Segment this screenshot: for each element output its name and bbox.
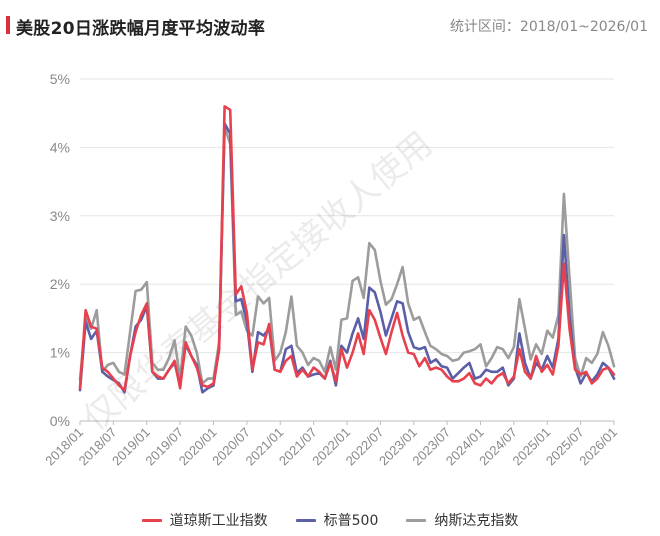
chart-legend: 道琼斯工业指数 标普500 纳斯达克指数 xyxy=(0,510,660,530)
y-tick-label: 1% xyxy=(50,345,70,361)
y-tick-label: 0% xyxy=(50,413,70,429)
y-tick-label: 4% xyxy=(50,139,70,155)
watermark-text: 仅限华泰基金指定接收人使用 xyxy=(76,124,440,439)
y-tick-label: 3% xyxy=(50,208,70,224)
legend-label-nasdaq: 纳斯达克指数 xyxy=(434,513,519,529)
y-tick-label: 5% xyxy=(50,71,70,87)
legend-swatch-sp500 xyxy=(295,518,316,522)
title-bar: 美股20日涨跌幅月度平均波动率 统计区间：2018/01~2026/01 xyxy=(0,10,660,40)
legend-item-nasdaq: 纳斯达克指数 xyxy=(406,510,518,530)
y-tick-label: 2% xyxy=(50,276,70,292)
x-tick-label: 2026/01 xyxy=(576,425,620,469)
legend-item-dow: 道琼斯工业指数 xyxy=(141,510,268,530)
legend-item-sp500: 标普500 xyxy=(295,510,379,530)
line-chart: 0%1%2%3%4%5%2018/012018/072019/012019/07… xyxy=(42,71,620,469)
legend-label-dow: 道琼斯工业指数 xyxy=(169,513,268,529)
legend-swatch-dow xyxy=(141,518,162,522)
dow-series-line xyxy=(78,105,616,392)
date-range: 统计区间：2018/01~2026/01 xyxy=(449,19,648,35)
title-accent-bar xyxy=(6,16,10,34)
legend-swatch-nasdaq xyxy=(406,518,427,522)
legend-label-sp500: 标普500 xyxy=(323,513,379,529)
chart-title: 美股20日涨跌幅月度平均波动率 xyxy=(16,19,266,39)
nasdaq-series-line xyxy=(78,125,616,385)
